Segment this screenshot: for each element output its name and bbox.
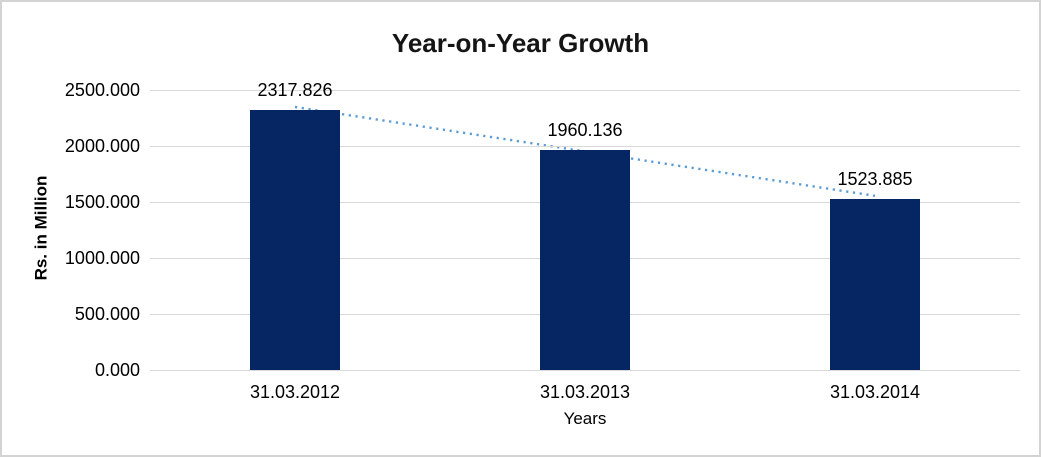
gridline	[150, 146, 1020, 147]
x-category-label: 31.03.2013	[539, 382, 631, 402]
bar	[250, 110, 340, 370]
bar-value-label: 1960.136	[547, 120, 623, 141]
x-category-label: 31.03.2014	[829, 382, 921, 402]
x-axis-title: Years	[563, 409, 607, 428]
x-category-label: 31.03.2012	[249, 382, 341, 402]
y-tick-label: 2500.000	[64, 80, 140, 100]
y-tick-label: 2000.000	[64, 136, 140, 156]
y-tick-label: 1000.000	[64, 248, 140, 268]
bar	[540, 150, 630, 370]
y-tick-label: 0.000	[94, 360, 140, 380]
gridline	[150, 90, 1020, 91]
gridline	[150, 370, 1020, 371]
bar	[830, 199, 920, 370]
y-tick-label: 1500.000	[64, 192, 140, 212]
chart-title: Year-on-Year Growth	[391, 28, 650, 58]
y-tick-label: 500.000	[74, 304, 140, 324]
bar-value-label: 2317.826	[257, 80, 333, 101]
bar-value-label: 1523.885	[837, 169, 913, 190]
y-axis-title: Rs. in Million	[22, 88, 60, 368]
